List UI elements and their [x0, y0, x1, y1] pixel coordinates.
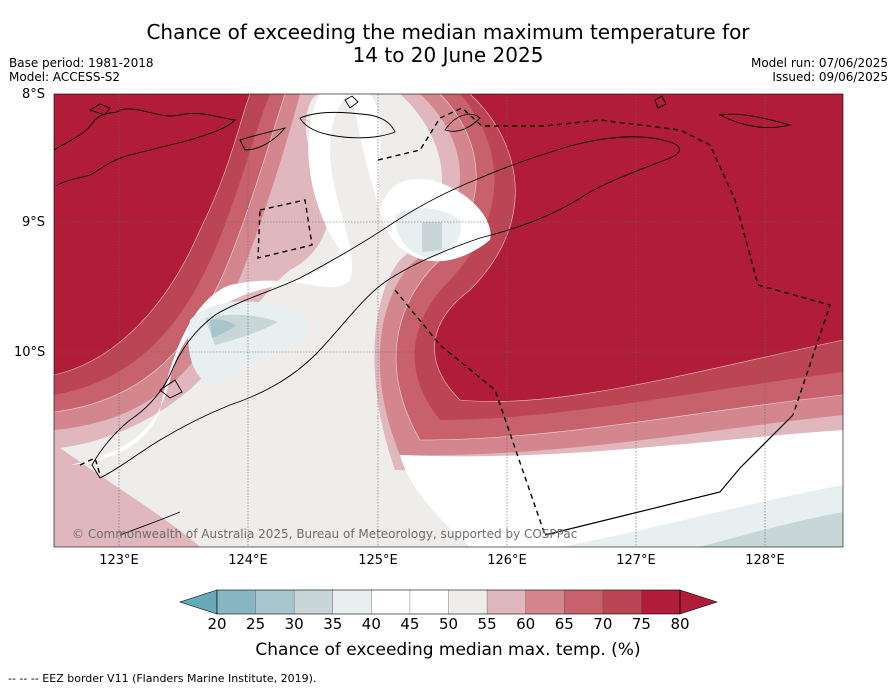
- map-title-line1: Chance of exceeding the median maximum t…: [146, 20, 750, 44]
- eez-footnote: -- -- -- EEZ border V11 (Flanders Marine…: [8, 672, 317, 685]
- model-run-label: Model run: 07/06/2025: [750, 56, 888, 70]
- colorbar-tick-label: 75: [631, 615, 651, 633]
- colorbar-tick-label: 40: [361, 615, 381, 633]
- colorbar-segment: [294, 590, 334, 614]
- colorbar-segment: [371, 590, 411, 614]
- colorbar-segment: [641, 590, 681, 614]
- colorbar-tick-label: 25: [246, 615, 266, 633]
- model-label: Model: ACCESS-S2: [9, 70, 121, 84]
- colorbar-segment: [448, 590, 488, 614]
- lat-label-10s: 10°S: [14, 345, 46, 360]
- colorbar-tick-label: 55: [477, 615, 497, 633]
- coastlines: [54, 95, 792, 536]
- colorbar-segment: [332, 590, 372, 614]
- colorbar: [179, 589, 718, 615]
- colorbar-segment: [602, 590, 642, 614]
- colorbar-tick-label: 60: [516, 615, 536, 633]
- colorbar-tick-label: 35: [323, 615, 343, 633]
- lon-label-125e: 125°E: [358, 553, 398, 568]
- colorbar-tick-label: 80: [670, 615, 690, 633]
- colorbar-extend-low: [179, 589, 218, 615]
- copyright-text: © Commonwealth of Australia 2025, Bureau…: [72, 527, 577, 541]
- colorbar-segment: [487, 590, 526, 614]
- probability-contours: [54, 94, 843, 547]
- eez-border: [79, 107, 831, 536]
- issued-label: Issued: 09/06/2025: [772, 70, 888, 84]
- colorbar-tick-label: 50: [438, 615, 459, 633]
- base-period-label: Base period: 1981-2018: [9, 56, 154, 70]
- lon-label-128e: 128°E: [745, 553, 785, 568]
- colorbar-tick-label: 30: [284, 615, 304, 633]
- lon-label-124e: 124°E: [228, 553, 268, 568]
- lon-label-126e: 126°E: [487, 553, 527, 568]
- colorbar-outline: [216, 589, 681, 615]
- lon-label-123e: 123°E: [99, 553, 139, 568]
- colorbar-tick-label: 65: [554, 615, 574, 633]
- lat-label-9s: 9°S: [22, 215, 46, 230]
- lon-label-127e: 127°E: [616, 553, 656, 568]
- colorbar-tick-label: 20: [207, 615, 227, 633]
- colorbar-tick-label: 45: [400, 615, 420, 633]
- colorbar-title: Chance of exceeding median max. temp. (%…: [255, 640, 641, 660]
- colorbar-extend-high: [679, 589, 718, 615]
- map-title-line2: 14 to 20 June 2025: [352, 43, 544, 67]
- colorbar-segment: [217, 590, 256, 614]
- colorbar-segment: [409, 590, 449, 614]
- colorbar-segment: [525, 590, 565, 614]
- colorbar-tick-label: 70: [593, 615, 613, 633]
- lat-label-8s: 8°S: [22, 87, 46, 102]
- colorbar-segment: [564, 590, 604, 614]
- colorbar-segment: [255, 590, 295, 614]
